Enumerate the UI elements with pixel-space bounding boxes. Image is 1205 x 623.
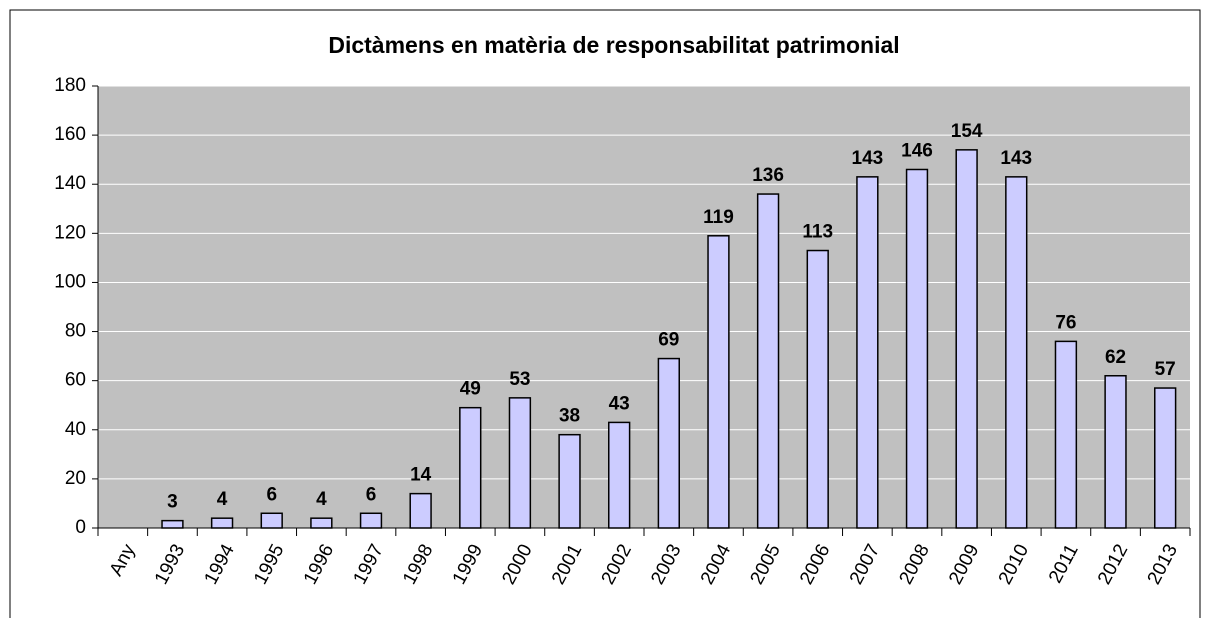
data-label: 136 xyxy=(752,165,784,186)
bar xyxy=(409,492,432,529)
bar xyxy=(310,517,333,529)
bar xyxy=(707,235,730,529)
y-tick-label: 20 xyxy=(65,468,86,489)
bar xyxy=(806,249,829,529)
y-tick-label: 80 xyxy=(65,321,86,342)
bar xyxy=(508,397,532,529)
data-label: 76 xyxy=(1055,312,1076,333)
data-label: 38 xyxy=(559,406,580,427)
y-tick-label: 40 xyxy=(65,419,86,440)
bar xyxy=(161,519,184,529)
bar xyxy=(359,512,383,529)
y-tick-label: 120 xyxy=(54,222,86,243)
data-label: 6 xyxy=(266,484,277,505)
bar xyxy=(459,406,482,529)
data-label: 154 xyxy=(951,121,983,142)
data-label: 143 xyxy=(852,148,884,169)
data-label: 143 xyxy=(1000,148,1032,169)
data-label: 57 xyxy=(1155,359,1176,380)
data-label: 119 xyxy=(703,207,734,228)
data-label: 6 xyxy=(366,484,377,505)
data-label: 43 xyxy=(609,393,630,414)
data-label: 49 xyxy=(460,379,481,400)
data-label: 3 xyxy=(167,492,178,513)
bar xyxy=(608,421,631,529)
bar xyxy=(905,168,929,529)
data-label: 53 xyxy=(509,369,530,390)
bar xyxy=(1005,176,1028,529)
bar xyxy=(558,433,581,529)
data-label: 14 xyxy=(410,465,432,486)
y-tick-label: 60 xyxy=(65,370,86,391)
bar xyxy=(1154,387,1177,529)
bar xyxy=(1104,375,1127,529)
data-label: 62 xyxy=(1105,347,1126,368)
y-tick-label: 160 xyxy=(54,124,86,145)
data-label: 4 xyxy=(316,489,327,510)
bar xyxy=(210,517,234,529)
data-label: 146 xyxy=(901,141,933,162)
bar xyxy=(657,357,680,529)
y-tick-label: 140 xyxy=(54,173,86,194)
y-tick-label: 100 xyxy=(54,271,86,292)
chart-title: Dictàmens en matèria de responsabilitat … xyxy=(328,32,899,58)
bar xyxy=(260,512,283,529)
y-tick-label: 0 xyxy=(75,517,86,538)
data-label: 69 xyxy=(658,330,679,351)
bar xyxy=(955,149,978,529)
data-label: 113 xyxy=(802,222,833,243)
y-tick-label: 180 xyxy=(54,75,86,96)
bar xyxy=(756,193,780,529)
bar xyxy=(1054,340,1078,529)
data-label: 4 xyxy=(217,489,228,510)
bar xyxy=(856,176,879,529)
